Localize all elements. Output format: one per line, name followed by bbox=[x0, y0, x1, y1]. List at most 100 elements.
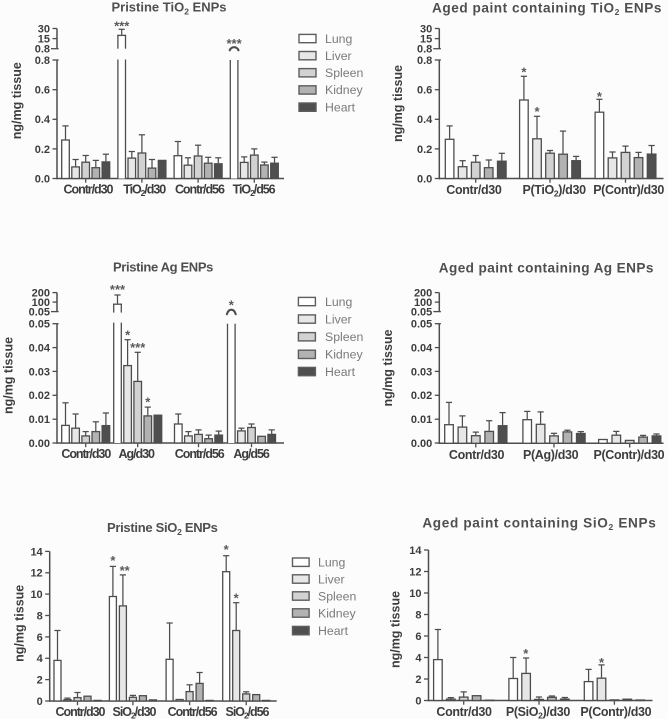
svg-text:0.6: 0.6 bbox=[417, 85, 432, 97]
svg-text:*: * bbox=[234, 591, 240, 606]
svg-text:P(Ag)/d30: P(Ag)/d30 bbox=[523, 448, 579, 462]
svg-text:12: 12 bbox=[30, 568, 42, 580]
svg-text:***: *** bbox=[110, 282, 126, 297]
svg-text:P(Contr)/d30: P(Contr)/d30 bbox=[593, 183, 664, 197]
svg-text:ng/mg tissue: ng/mg tissue bbox=[2, 337, 16, 414]
svg-text:ng/mg tissue: ng/mg tissue bbox=[388, 591, 402, 668]
svg-text:Pristine Ag ENPs: Pristine Ag ENPs bbox=[113, 260, 213, 275]
svg-text:ng/mg tissue: ng/mg tissue bbox=[10, 62, 24, 139]
svg-text:Ag/d56: Ag/d56 bbox=[233, 447, 269, 461]
svg-text:0.01: 0.01 bbox=[411, 414, 432, 426]
svg-text:0.0: 0.0 bbox=[417, 173, 432, 185]
svg-text:P(SiO2​)/d30: P(SiO2​)/d30 bbox=[506, 705, 571, 719]
svg-text:Contr/d30: Contr/d30 bbox=[56, 705, 106, 719]
svg-text:ng/mg tissue: ng/mg tissue bbox=[13, 585, 27, 662]
svg-text:100: 100 bbox=[32, 297, 50, 309]
svg-text:Pristine SiO2​ ENPs: Pristine SiO2​ ENPs bbox=[107, 520, 218, 537]
svg-text:0.05: 0.05 bbox=[411, 319, 432, 331]
svg-text:14: 14 bbox=[409, 545, 422, 557]
svg-text:200: 200 bbox=[414, 288, 432, 300]
svg-text:*: * bbox=[521, 65, 527, 80]
svg-text:Heart: Heart bbox=[325, 101, 356, 115]
svg-text:0.4: 0.4 bbox=[35, 114, 51, 126]
svg-text:Lung: Lung bbox=[318, 556, 346, 570]
svg-text:0.00: 0.00 bbox=[411, 438, 432, 450]
svg-text:0.8: 0.8 bbox=[35, 44, 50, 56]
svg-text:0.04: 0.04 bbox=[29, 343, 51, 355]
svg-text:Kidney: Kidney bbox=[318, 606, 356, 620]
svg-text:0.6: 0.6 bbox=[35, 85, 50, 97]
svg-text:0.02: 0.02 bbox=[29, 390, 50, 402]
svg-text:*: * bbox=[597, 89, 603, 104]
svg-text:0.05: 0.05 bbox=[29, 319, 50, 331]
svg-text:0.02: 0.02 bbox=[411, 390, 432, 402]
svg-text:Contr/d30: Contr/d30 bbox=[446, 183, 502, 197]
svg-text:4: 4 bbox=[37, 653, 44, 665]
svg-text:2: 2 bbox=[37, 675, 43, 687]
svg-text:0.8: 0.8 bbox=[35, 55, 50, 67]
svg-text:Contr/d30: Contr/d30 bbox=[61, 447, 111, 461]
svg-text:0.2: 0.2 bbox=[417, 144, 432, 156]
svg-text:SiO2​/d30: SiO2​/d30 bbox=[113, 705, 157, 719]
svg-text:SiO2​/d56: SiO2​/d56 bbox=[226, 705, 270, 719]
svg-text:Liver: Liver bbox=[325, 312, 352, 326]
svg-text:Aged paint containing SiO2​ EN: Aged paint containing SiO2​ ENPs bbox=[422, 515, 656, 532]
svg-text:*: * bbox=[145, 395, 151, 410]
svg-text:12: 12 bbox=[409, 566, 421, 578]
svg-text:2: 2 bbox=[415, 674, 421, 686]
svg-text:0.03: 0.03 bbox=[411, 366, 432, 378]
svg-text:Liver: Liver bbox=[318, 572, 345, 586]
svg-text:***: *** bbox=[114, 19, 130, 34]
svg-text:Kidney: Kidney bbox=[325, 83, 363, 97]
svg-text:0.8: 0.8 bbox=[417, 44, 432, 56]
svg-text:0: 0 bbox=[37, 696, 43, 708]
svg-text:*: * bbox=[523, 646, 529, 661]
svg-text:10: 10 bbox=[409, 588, 421, 600]
svg-text:*: * bbox=[125, 328, 131, 343]
svg-text:ng/mg tissue: ng/mg tissue bbox=[381, 329, 395, 406]
svg-text:0.0: 0.0 bbox=[35, 173, 50, 185]
svg-text:Aged paint containing Ag ENPs: Aged paint containing Ag ENPs bbox=[439, 260, 654, 275]
svg-text:14: 14 bbox=[30, 546, 43, 558]
svg-text:8: 8 bbox=[415, 609, 421, 621]
svg-text:Heart: Heart bbox=[318, 624, 349, 638]
svg-text:**: ** bbox=[120, 563, 131, 578]
svg-text:TiO2​/d30: TiO2​/d30 bbox=[123, 183, 166, 198]
svg-text:***: *** bbox=[130, 340, 146, 355]
svg-text:*: * bbox=[534, 104, 540, 119]
svg-text:Contr/d56: Contr/d56 bbox=[168, 705, 218, 719]
svg-text:*: * bbox=[229, 298, 235, 313]
svg-text:0: 0 bbox=[415, 695, 421, 707]
svg-text:P(Contr)/d30: P(Contr)/d30 bbox=[580, 705, 651, 719]
svg-text:0.05: 0.05 bbox=[411, 307, 432, 319]
svg-text:10: 10 bbox=[30, 589, 42, 601]
svg-text:*: * bbox=[224, 542, 230, 557]
svg-text:4: 4 bbox=[415, 652, 422, 664]
svg-text:8: 8 bbox=[37, 610, 43, 622]
svg-text:***: *** bbox=[227, 36, 243, 51]
svg-text:0.4: 0.4 bbox=[417, 114, 433, 126]
svg-text:0.00: 0.00 bbox=[29, 438, 50, 450]
svg-text:0.03: 0.03 bbox=[29, 366, 50, 378]
svg-text:P(Contr)/d30: P(Contr)/d30 bbox=[593, 448, 664, 462]
svg-text:P(TiO2​)/d30: P(TiO2​)/d30 bbox=[523, 183, 587, 198]
svg-text:TiO2​/d56: TiO2​/d56 bbox=[233, 183, 276, 198]
svg-text:Spleen: Spleen bbox=[325, 66, 363, 80]
svg-text:0.01: 0.01 bbox=[29, 414, 50, 426]
svg-text:ng/mg tissue: ng/mg tissue bbox=[391, 65, 405, 142]
svg-text:Contr/d30: Contr/d30 bbox=[449, 448, 505, 462]
svg-text:Aged paint containing TiO2​ EN: Aged paint containing TiO2​ ENPs bbox=[432, 0, 662, 17]
svg-text:0.2: 0.2 bbox=[35, 144, 50, 156]
svg-text:15: 15 bbox=[420, 34, 432, 46]
svg-text:30: 30 bbox=[420, 23, 432, 35]
svg-text:Contr/d30: Contr/d30 bbox=[436, 705, 492, 719]
svg-text:Spleen: Spleen bbox=[318, 589, 356, 603]
svg-text:Pristine TiO2​ ENPs: Pristine TiO2​ ENPs bbox=[111, 0, 226, 16]
svg-text:0.05: 0.05 bbox=[29, 307, 50, 319]
svg-text:Spleen: Spleen bbox=[325, 330, 363, 344]
svg-text:Contr/d30: Contr/d30 bbox=[64, 183, 114, 197]
svg-text:Ag/d30: Ag/d30 bbox=[119, 447, 155, 461]
svg-text:Kidney: Kidney bbox=[325, 348, 363, 362]
svg-text:100: 100 bbox=[414, 297, 432, 309]
svg-text:Contr/d56: Contr/d56 bbox=[175, 183, 225, 197]
